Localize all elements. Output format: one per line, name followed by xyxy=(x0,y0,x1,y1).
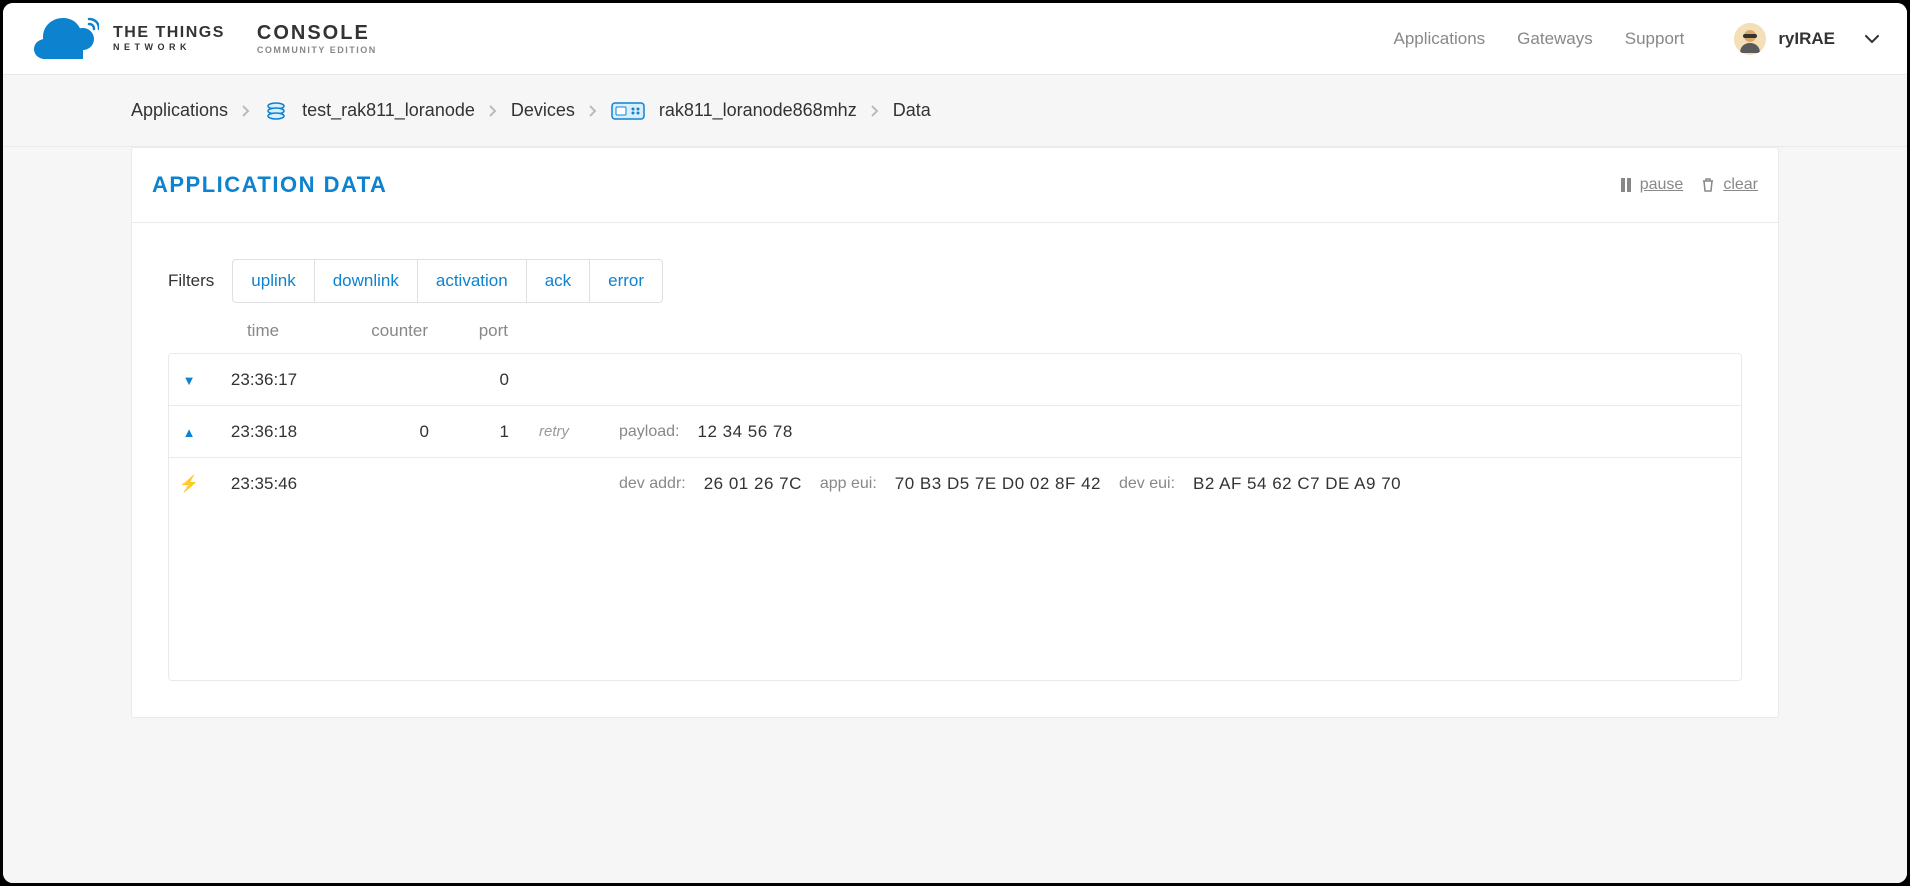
table-row[interactable]: ⚡ 23:35:46 dev addr: 26 01 26 7C app eui: 70 … xyxy=(169,458,1741,510)
nav-gateways[interactable]: Gateways xyxy=(1517,29,1593,49)
logo-line2: NETWORK xyxy=(113,43,225,52)
user-menu[interactable]: ryIRAE xyxy=(1734,23,1879,55)
bc-app-id[interactable]: test_rak811_loranode xyxy=(302,100,475,121)
col-counter: counter xyxy=(318,321,428,341)
activation-icon: ⚡ xyxy=(179,476,199,493)
filter-downlink[interactable]: downlink xyxy=(315,260,418,302)
pause-label: pause xyxy=(1640,176,1684,194)
cell-time: 23:36:18 xyxy=(209,422,319,442)
kv-value: 70 B3 D5 7E D0 02 8F 42 xyxy=(895,474,1101,494)
logo[interactable]: THE THINGS NETWORK CONSOLE COMMUNITY EDI… xyxy=(31,16,377,62)
chevron-right-icon xyxy=(489,105,497,117)
data-table: ▼23:36:170▲23:36:1801retrypayload:12 34 … xyxy=(168,353,1742,681)
cloud-icon xyxy=(31,16,99,62)
kv-label: app eui: xyxy=(820,475,877,493)
chevron-right-icon xyxy=(242,105,250,117)
table-row[interactable]: ▲ 23:36:1801retry payload: 12 34 56 78 xyxy=(169,406,1741,458)
pause-icon xyxy=(1620,178,1632,192)
filter-uplink[interactable]: uplink xyxy=(233,260,314,302)
kv-value: 26 01 26 7C xyxy=(704,474,802,494)
username: ryIRAE xyxy=(1778,29,1835,49)
cell-port: 0 xyxy=(429,370,509,390)
nav-applications[interactable]: Applications xyxy=(1394,29,1486,49)
filters-label: Filters xyxy=(168,271,214,291)
trash-icon xyxy=(1701,178,1715,192)
filter-activation[interactable]: activation xyxy=(418,260,527,302)
chevron-right-icon xyxy=(871,105,879,117)
logo-line1: THE THINGS xyxy=(113,25,225,41)
kv-label: dev addr: xyxy=(619,475,686,493)
kv-label: payload: xyxy=(619,423,680,441)
nav-links: Applications Gateways Support xyxy=(1394,29,1685,49)
cell-time: 23:35:46 xyxy=(209,474,319,494)
table-row[interactable]: ▼ 23:36:17 0 xyxy=(169,354,1741,406)
kv-value: B2 AF 54 62 C7 DE A9 70 xyxy=(1193,474,1401,494)
pause-button[interactable]: pause xyxy=(1620,176,1684,194)
kv-value: 12 34 56 78 xyxy=(698,422,793,442)
chevron-right-icon xyxy=(589,105,597,117)
bc-devices[interactable]: Devices xyxy=(511,100,575,121)
chevron-down-icon xyxy=(1865,35,1879,43)
kv-label: dev eui: xyxy=(1119,475,1175,493)
bc-device-id[interactable]: rak811_loranode868mhz xyxy=(659,100,857,121)
col-time: time xyxy=(208,321,318,341)
application-icon xyxy=(264,99,288,123)
clear-button[interactable]: clear xyxy=(1701,176,1758,194)
console-subtitle: COMMUNITY EDITION xyxy=(257,46,377,55)
avatar xyxy=(1734,23,1766,55)
main: APPLICATION DATA pause clear Filters upl… xyxy=(3,147,1907,883)
panel-title: APPLICATION DATA xyxy=(152,172,387,198)
bc-data: Data xyxy=(893,100,931,121)
column-headers: time counter port xyxy=(132,303,1778,353)
col-port: port xyxy=(428,321,508,341)
filter-ack[interactable]: ack xyxy=(527,260,590,302)
clear-label: clear xyxy=(1723,176,1758,194)
bc-applications[interactable]: Applications xyxy=(131,100,228,121)
cell-retry: retry xyxy=(509,423,599,440)
topbar: THE THINGS NETWORK CONSOLE COMMUNITY EDI… xyxy=(3,3,1907,75)
cell-time: 23:36:17 xyxy=(209,370,319,390)
nav-support[interactable]: Support xyxy=(1625,29,1685,49)
cell-port: 1 xyxy=(429,422,509,442)
breadcrumb: Applications test_rak811_loranode Device… xyxy=(3,75,1907,147)
filter-error[interactable]: error xyxy=(590,260,662,302)
console-title: CONSOLE xyxy=(257,23,377,43)
device-icon xyxy=(611,99,645,123)
uplink-icon: ▲ xyxy=(183,425,196,440)
filter-tabs: uplink downlink activation ack error xyxy=(232,259,663,303)
application-data-panel: APPLICATION DATA pause clear Filters upl… xyxy=(131,147,1779,718)
cell-counter: 0 xyxy=(319,422,429,442)
downlink-icon: ▼ xyxy=(183,373,196,388)
